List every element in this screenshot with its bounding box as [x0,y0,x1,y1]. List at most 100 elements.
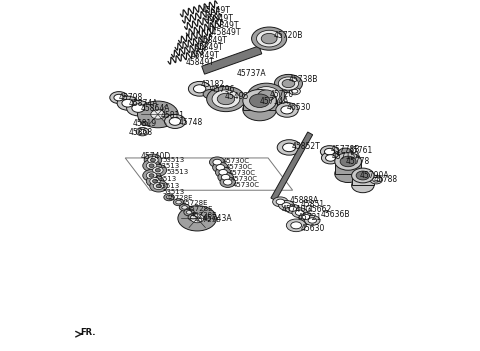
Ellipse shape [224,179,232,185]
Ellipse shape [213,162,228,173]
Text: 45740G: 45740G [281,205,312,214]
Ellipse shape [146,162,157,169]
Ellipse shape [191,214,204,223]
Text: 45730C: 45730C [223,158,250,165]
Ellipse shape [166,196,172,199]
Ellipse shape [282,79,295,88]
Ellipse shape [216,165,225,170]
Ellipse shape [150,180,168,192]
Ellipse shape [221,174,230,180]
Ellipse shape [308,218,316,223]
Text: 45849T: 45849T [205,14,234,23]
Ellipse shape [253,87,280,104]
Ellipse shape [305,216,320,225]
Text: 45788: 45788 [373,174,397,184]
Text: 45730C: 45730C [226,164,253,171]
Text: 45728E: 45728E [166,195,193,201]
Text: 45849T: 45849T [190,51,219,60]
Ellipse shape [179,204,190,211]
Ellipse shape [182,206,187,209]
Ellipse shape [281,106,293,114]
Text: 45630: 45630 [300,224,325,233]
Ellipse shape [216,167,231,178]
Ellipse shape [110,92,128,104]
Ellipse shape [218,172,233,183]
Text: 45720B: 45720B [273,31,303,40]
Ellipse shape [191,216,196,219]
Ellipse shape [217,93,235,105]
Ellipse shape [149,174,154,177]
Ellipse shape [283,143,296,152]
Polygon shape [271,132,312,201]
Ellipse shape [277,140,301,155]
Polygon shape [202,46,262,74]
Ellipse shape [243,98,276,121]
Text: 45720: 45720 [269,90,293,99]
Ellipse shape [149,164,167,176]
Ellipse shape [302,214,310,219]
Ellipse shape [252,27,287,50]
Ellipse shape [289,88,300,95]
Text: 45728E: 45728E [182,200,209,206]
Ellipse shape [324,148,335,155]
Ellipse shape [149,164,154,167]
Text: 45778B: 45778B [331,145,360,154]
Text: 45849T: 45849T [202,6,230,15]
Ellipse shape [370,176,383,184]
Ellipse shape [164,194,174,201]
Ellipse shape [151,158,156,162]
Ellipse shape [186,211,192,214]
Text: 45849T: 45849T [199,36,228,45]
Ellipse shape [144,154,162,166]
Ellipse shape [153,179,157,183]
Ellipse shape [276,199,285,205]
Ellipse shape [209,157,225,167]
Ellipse shape [146,175,164,187]
Ellipse shape [282,203,290,208]
Ellipse shape [291,222,301,229]
Text: 45864A: 45864A [141,104,170,113]
Text: 45888A: 45888A [289,196,318,205]
Ellipse shape [173,199,184,206]
Ellipse shape [243,90,276,112]
Ellipse shape [207,86,245,112]
Text: 45738B: 45738B [288,75,318,84]
Text: 45743A: 45743A [203,214,232,223]
Text: 45728E: 45728E [187,206,213,212]
Text: 45811: 45811 [161,111,185,120]
Ellipse shape [136,127,149,136]
Text: 45849T: 45849T [194,43,223,52]
Ellipse shape [372,177,380,182]
Ellipse shape [352,178,374,193]
Ellipse shape [295,210,304,216]
Ellipse shape [325,155,336,161]
Ellipse shape [338,148,352,157]
Text: 46530: 46530 [287,103,312,112]
Ellipse shape [150,178,160,185]
Text: 45730C: 45730C [231,176,258,183]
Text: 45495: 45495 [224,92,249,101]
Text: 45728E: 45728E [191,212,217,218]
Ellipse shape [258,90,275,101]
Text: 45819: 45819 [132,119,156,128]
Text: 45796: 45796 [211,85,235,94]
Text: 45874A: 45874A [129,99,158,108]
Ellipse shape [178,206,216,231]
Ellipse shape [117,96,138,110]
Ellipse shape [165,114,186,128]
Ellipse shape [220,177,235,187]
Text: 45849T: 45849T [185,58,214,67]
Ellipse shape [299,212,313,221]
Text: 45729E: 45729E [194,217,221,224]
Text: 45714A: 45714A [260,97,289,106]
Ellipse shape [287,219,306,232]
Text: 45737A: 45737A [237,68,266,78]
Text: 53513: 53513 [154,176,176,182]
Ellipse shape [143,170,160,181]
Text: 45662: 45662 [308,205,332,214]
Ellipse shape [335,165,361,183]
Text: |45849T: |45849T [209,28,241,38]
Ellipse shape [151,110,165,119]
Ellipse shape [156,168,160,172]
Ellipse shape [156,184,161,188]
